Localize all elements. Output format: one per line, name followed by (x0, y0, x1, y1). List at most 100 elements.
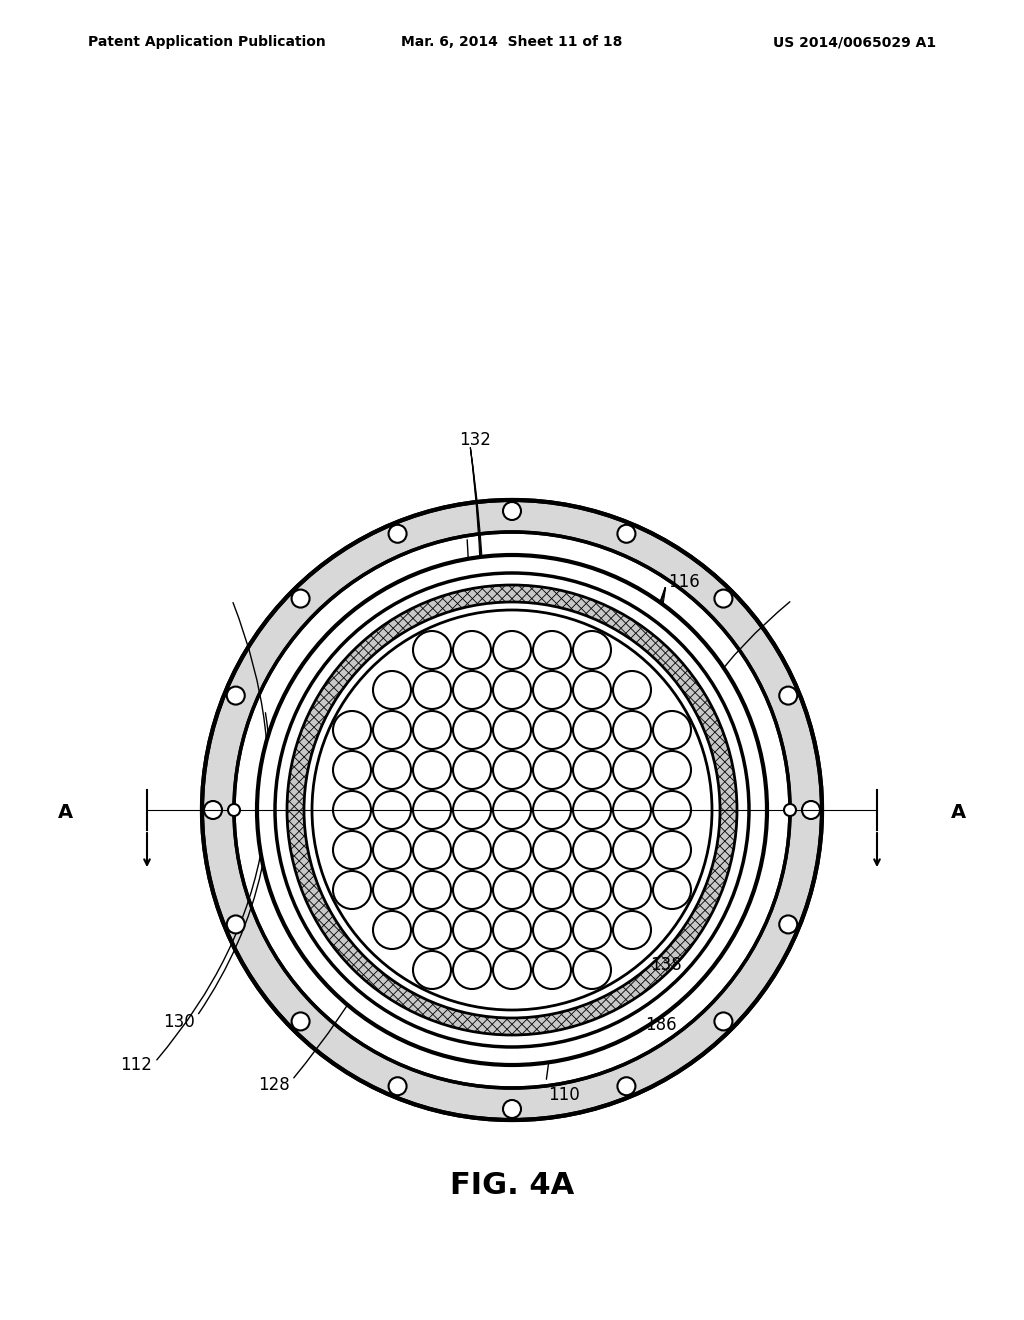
Circle shape (453, 671, 490, 709)
Circle shape (493, 711, 531, 748)
Circle shape (453, 711, 490, 748)
Circle shape (493, 950, 531, 989)
Circle shape (292, 1012, 309, 1031)
Circle shape (453, 832, 490, 869)
Circle shape (413, 832, 451, 869)
Circle shape (617, 1077, 636, 1096)
Circle shape (534, 911, 571, 949)
Circle shape (613, 711, 651, 748)
Circle shape (534, 751, 571, 789)
Circle shape (493, 911, 531, 949)
Circle shape (333, 871, 371, 909)
Circle shape (453, 751, 490, 789)
Circle shape (413, 791, 451, 829)
Text: 116: 116 (668, 573, 699, 591)
Text: 138: 138 (650, 956, 682, 974)
Circle shape (573, 751, 611, 789)
Circle shape (613, 751, 651, 789)
Circle shape (413, 911, 451, 949)
Circle shape (413, 950, 451, 989)
Circle shape (388, 525, 407, 543)
Circle shape (613, 832, 651, 869)
Text: A: A (57, 803, 73, 821)
Circle shape (617, 525, 636, 543)
Circle shape (573, 911, 611, 949)
Circle shape (779, 686, 798, 705)
Circle shape (715, 1012, 732, 1031)
Circle shape (292, 590, 309, 607)
Circle shape (453, 631, 490, 669)
Circle shape (613, 671, 651, 709)
Circle shape (573, 631, 611, 669)
Circle shape (715, 590, 732, 607)
Text: Mar. 6, 2014  Sheet 11 of 18: Mar. 6, 2014 Sheet 11 of 18 (401, 36, 623, 49)
Circle shape (275, 573, 749, 1047)
Circle shape (534, 711, 571, 748)
Text: 110: 110 (548, 1086, 580, 1104)
Circle shape (373, 671, 411, 709)
Text: 132: 132 (459, 432, 490, 449)
Circle shape (226, 916, 245, 933)
Circle shape (373, 832, 411, 869)
Circle shape (573, 832, 611, 869)
Circle shape (653, 711, 691, 748)
Text: A: A (950, 803, 966, 821)
Circle shape (333, 751, 371, 789)
Circle shape (573, 671, 611, 709)
Circle shape (493, 871, 531, 909)
Circle shape (534, 791, 571, 829)
Circle shape (333, 711, 371, 748)
Circle shape (413, 871, 451, 909)
Circle shape (779, 916, 798, 933)
Circle shape (204, 801, 222, 818)
Circle shape (304, 602, 720, 1018)
Circle shape (573, 791, 611, 829)
Circle shape (653, 832, 691, 869)
Circle shape (613, 791, 651, 829)
Circle shape (534, 871, 571, 909)
Circle shape (534, 950, 571, 989)
Circle shape (333, 791, 371, 829)
Circle shape (413, 751, 451, 789)
Circle shape (573, 711, 611, 748)
Circle shape (534, 832, 571, 869)
Text: US 2014/0065029 A1: US 2014/0065029 A1 (773, 36, 936, 49)
Text: 130: 130 (163, 1012, 195, 1031)
Circle shape (534, 671, 571, 709)
Circle shape (202, 500, 822, 1119)
Circle shape (573, 950, 611, 989)
Circle shape (333, 832, 371, 869)
Circle shape (573, 871, 611, 909)
Circle shape (453, 871, 490, 909)
Circle shape (493, 631, 531, 669)
Circle shape (453, 791, 490, 829)
Circle shape (493, 791, 531, 829)
Circle shape (503, 502, 521, 520)
Circle shape (613, 911, 651, 949)
Circle shape (534, 631, 571, 669)
Circle shape (493, 751, 531, 789)
Circle shape (373, 911, 411, 949)
Circle shape (493, 671, 531, 709)
Circle shape (784, 804, 796, 816)
Text: 112: 112 (120, 1056, 152, 1074)
Circle shape (802, 801, 820, 818)
Circle shape (653, 751, 691, 789)
Circle shape (373, 751, 411, 789)
Circle shape (413, 711, 451, 748)
Circle shape (312, 610, 712, 1010)
Circle shape (228, 804, 240, 816)
Circle shape (653, 791, 691, 829)
Circle shape (493, 832, 531, 869)
Circle shape (287, 585, 737, 1035)
Circle shape (373, 711, 411, 748)
Circle shape (257, 554, 767, 1065)
Circle shape (453, 911, 490, 949)
Circle shape (234, 532, 790, 1088)
Text: FIG. 4A: FIG. 4A (450, 1171, 574, 1200)
Circle shape (413, 631, 451, 669)
Circle shape (613, 871, 651, 909)
Circle shape (373, 871, 411, 909)
Circle shape (226, 686, 245, 705)
Circle shape (453, 950, 490, 989)
